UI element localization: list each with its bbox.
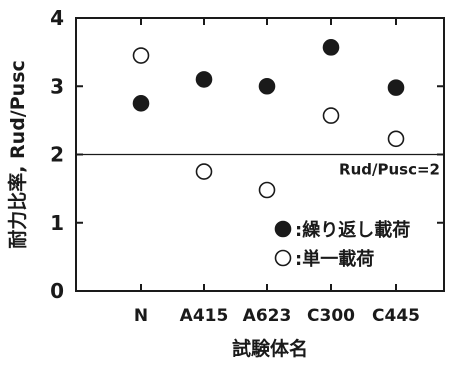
- y-tick-label: 4: [50, 6, 64, 30]
- y-axis-label: 耐力比率, Rud/Pusc: [6, 60, 29, 249]
- x-tick-label: N: [134, 306, 148, 326]
- x-tick-label: A415: [180, 306, 229, 326]
- y-tick-label: 1: [50, 211, 64, 235]
- legend-marker-filled: [274, 220, 292, 238]
- x-tick-label: A623: [243, 306, 292, 326]
- x-tick-label: C445: [372, 306, 420, 326]
- legend-label: :単一載荷: [295, 248, 374, 270]
- x-axis-label: 試験体名: [232, 337, 308, 360]
- point-monotonic-loading: [195, 163, 213, 180]
- reference-line-label: Rud/Pusc=2: [339, 161, 440, 179]
- point-cyclic-loading: [387, 79, 405, 96]
- y-axis-ticks: 0 1 2 3 4: [50, 6, 444, 303]
- legend-label: :繰り返し載荷: [295, 219, 410, 241]
- point-cyclic-loading: [322, 39, 340, 56]
- x-axis-ticks: N A415 A623 C300 C445: [134, 18, 420, 326]
- x-tick-label: C300: [307, 306, 355, 326]
- point-cyclic-loading: [258, 77, 276, 95]
- point-monotonic-loading: [132, 47, 150, 64]
- point-cyclic-loading: [132, 95, 150, 112]
- y-tick-label: 3: [50, 74, 64, 98]
- point-monotonic-loading: [322, 107, 340, 124]
- y-tick-label: 2: [50, 143, 64, 167]
- legend-marker-open: [274, 249, 292, 267]
- point-monotonic-loading: [387, 130, 405, 148]
- data-points: [132, 39, 405, 199]
- y-tick-label: 0: [50, 279, 64, 303]
- point-monotonic-loading: [258, 181, 276, 199]
- point-cyclic-loading: [195, 71, 213, 88]
- legend: :繰り返し載荷 :単一載荷: [274, 219, 410, 270]
